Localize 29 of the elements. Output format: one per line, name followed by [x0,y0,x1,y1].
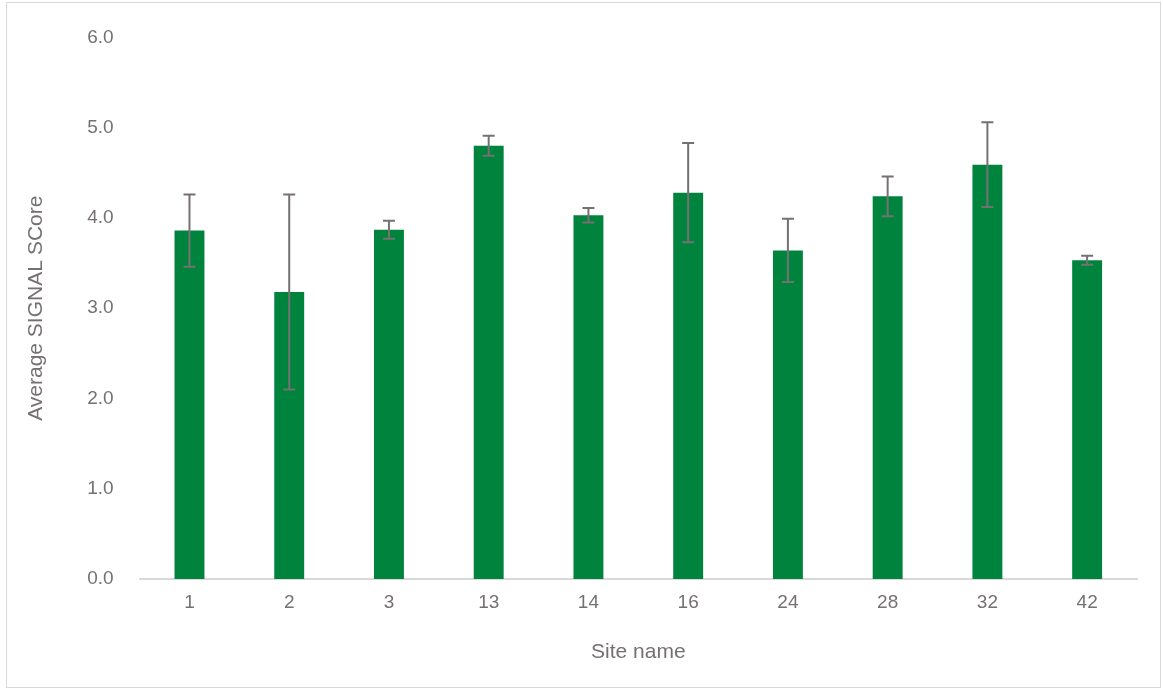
bar [673,192,704,579]
x-tick-label: 42 [1076,590,1098,612]
bar [972,164,1003,579]
y-axis-title: Average SIGNAL SCore [23,195,47,421]
x-tick-label: 16 [677,590,699,612]
x-axis-title: Site name [591,639,686,663]
y-tick-label: 4.0 [87,206,114,228]
bar [573,215,604,579]
x-tick-label: 32 [976,590,998,612]
y-tick-label: 1.0 [87,476,114,498]
y-tick-label: 5.0 [87,115,114,137]
bar [174,230,205,579]
bar [473,145,504,579]
bar [872,196,903,579]
y-tick-label: 6.0 [87,25,114,47]
x-tick-label: 28 [877,590,899,612]
x-tick-label: 3 [383,590,395,612]
x-tick-label: 2 [283,590,295,612]
x-tick-label: 24 [777,590,799,612]
bar [274,291,305,579]
x-tick-label: 1 [184,590,195,612]
y-tick-label: 2.0 [87,386,114,408]
bar [772,250,803,579]
bar [374,229,404,579]
bar [1072,260,1103,579]
x-tick-label: 14 [577,590,600,612]
y-tick-label: 0.0 [87,567,114,589]
x-tick-label: 13 [478,590,500,612]
y-tick-label: 3.0 [87,296,114,318]
